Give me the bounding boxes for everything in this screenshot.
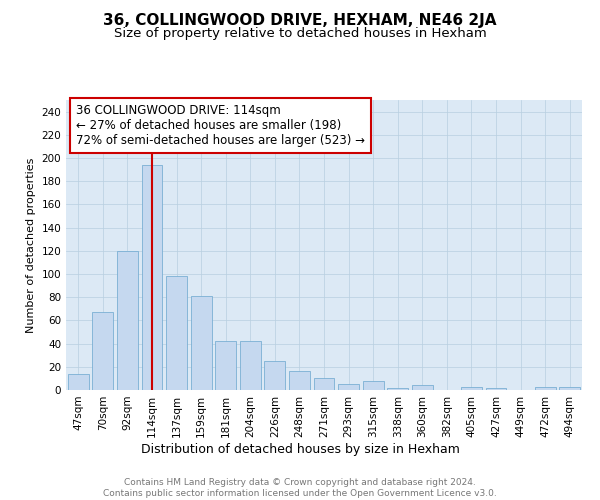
Text: 36 COLLINGWOOD DRIVE: 114sqm
← 27% of detached houses are smaller (198)
72% of s: 36 COLLINGWOOD DRIVE: 114sqm ← 27% of de… bbox=[76, 104, 365, 148]
Bar bbox=[68, 374, 89, 390]
Bar bbox=[215, 342, 236, 390]
Bar bbox=[166, 276, 187, 390]
Bar bbox=[289, 372, 310, 390]
Bar bbox=[314, 378, 334, 390]
Bar bbox=[265, 361, 286, 390]
Bar bbox=[535, 386, 556, 390]
Bar bbox=[559, 386, 580, 390]
Bar bbox=[461, 386, 482, 390]
Bar bbox=[92, 312, 113, 390]
Text: Size of property relative to detached houses in Hexham: Size of property relative to detached ho… bbox=[113, 28, 487, 40]
Bar bbox=[191, 296, 212, 390]
Text: Distribution of detached houses by size in Hexham: Distribution of detached houses by size … bbox=[140, 442, 460, 456]
Text: Contains HM Land Registry data © Crown copyright and database right 2024.
Contai: Contains HM Land Registry data © Crown c… bbox=[103, 478, 497, 498]
Bar bbox=[485, 388, 506, 390]
Bar bbox=[362, 380, 383, 390]
Bar bbox=[387, 388, 408, 390]
Text: 36, COLLINGWOOD DRIVE, HEXHAM, NE46 2JA: 36, COLLINGWOOD DRIVE, HEXHAM, NE46 2JA bbox=[103, 12, 497, 28]
Y-axis label: Number of detached properties: Number of detached properties bbox=[26, 158, 36, 332]
Bar bbox=[412, 386, 433, 390]
Bar bbox=[142, 165, 163, 390]
Bar bbox=[117, 251, 138, 390]
Bar bbox=[240, 342, 261, 390]
Bar bbox=[338, 384, 359, 390]
